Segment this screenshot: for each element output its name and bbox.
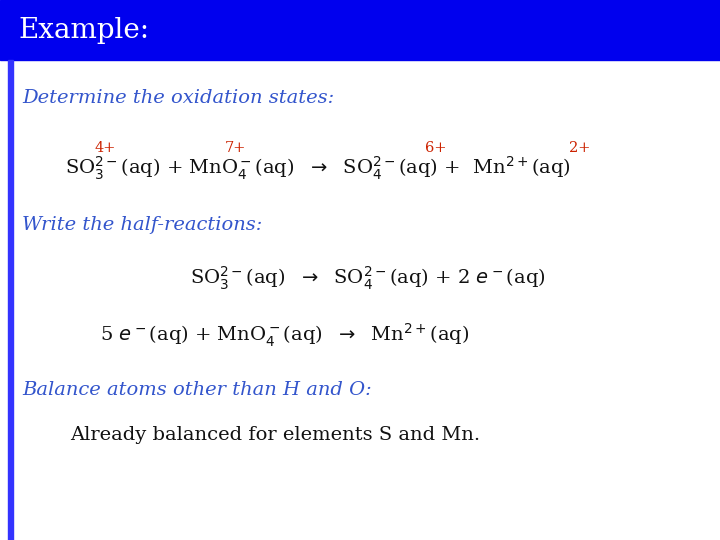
Bar — [8, 60, 13, 540]
Text: Determine the oxidation states:: Determine the oxidation states: — [22, 89, 334, 107]
Text: 7+: 7+ — [225, 141, 246, 155]
Text: SO$_3^{2-}$(aq)  $\rightarrow$  SO$_4^{2-}$(aq) + 2 $e^-$(aq): SO$_3^{2-}$(aq) $\rightarrow$ SO$_4^{2-}… — [190, 264, 546, 292]
Text: Already balanced for elements S and Mn.: Already balanced for elements S and Mn. — [70, 426, 480, 444]
Text: 6+: 6+ — [426, 141, 446, 155]
Text: 4+: 4+ — [94, 141, 116, 155]
Text: Write the half-reactions:: Write the half-reactions: — [22, 216, 262, 234]
Text: 5 $e^-$(aq) + MnO$_4^-$(aq)  $\rightarrow$  Mn$^{2+}$(aq): 5 $e^-$(aq) + MnO$_4^-$(aq) $\rightarrow… — [100, 321, 469, 349]
Bar — [0, 0, 720, 60]
Text: Example:: Example: — [18, 17, 149, 44]
Text: 2+: 2+ — [570, 141, 590, 155]
Text: Balance atoms other than H and O:: Balance atoms other than H and O: — [22, 381, 372, 399]
Text: SO$_3^{2-}$(aq) + MnO$_4^-$(aq)  $\rightarrow$  SO$_4^{2-}$(aq) +  Mn$^{2+}$(aq): SO$_3^{2-}$(aq) + MnO$_4^-$(aq) $\righta… — [65, 154, 571, 181]
